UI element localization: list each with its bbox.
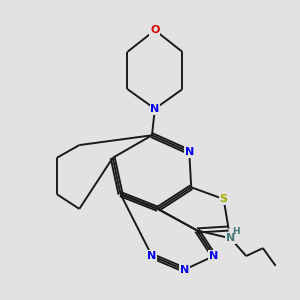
Text: N: N xyxy=(150,104,160,114)
Text: N: N xyxy=(147,251,157,261)
Text: O: O xyxy=(150,25,160,35)
Text: N: N xyxy=(226,233,235,243)
Text: S: S xyxy=(220,194,228,204)
Text: N: N xyxy=(184,147,194,157)
Text: N: N xyxy=(180,265,189,275)
Text: N: N xyxy=(209,251,218,261)
Text: H: H xyxy=(232,227,240,236)
